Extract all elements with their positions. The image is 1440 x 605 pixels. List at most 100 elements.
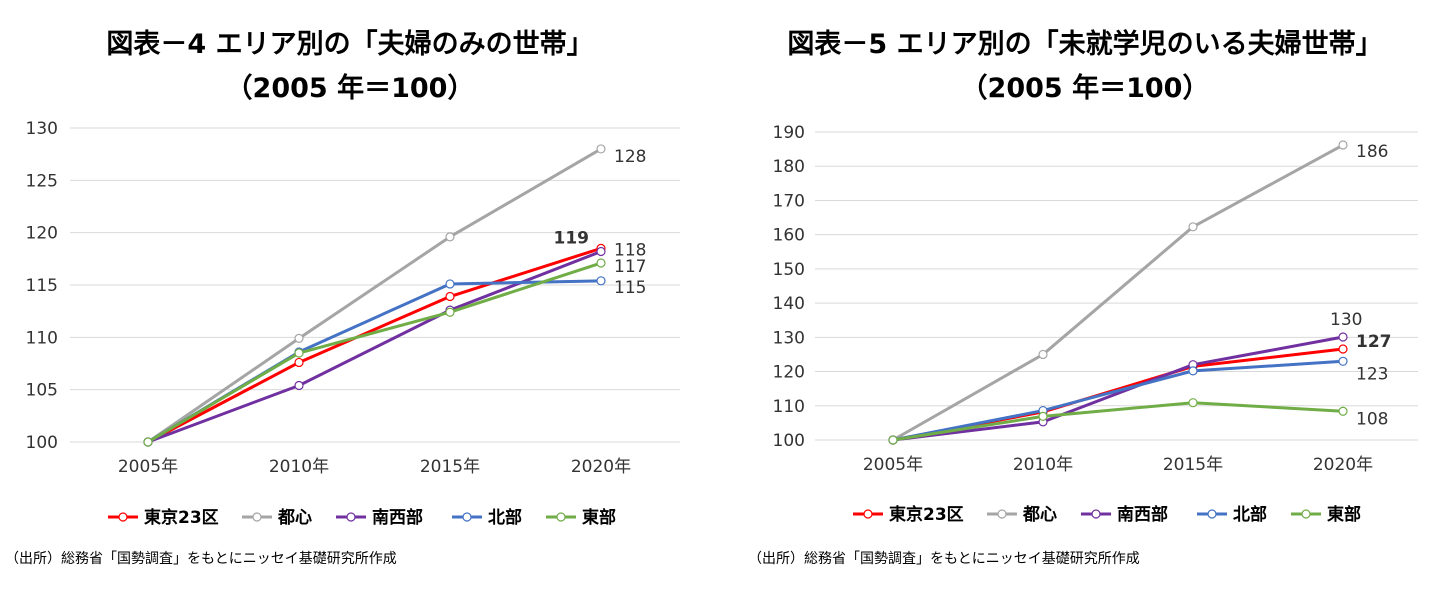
series-line [147,246,602,444]
chart-1: 図表－4 エリア別の「夫婦のみの世帯」 （2005 年＝100） 1001051… [5,28,680,567]
chart-1-title-line1: 図表－4 エリア別の「夫婦のみの世帯」 [106,28,593,60]
data-point [596,144,606,154]
legend-marker [1207,509,1217,519]
y-tick-label: 130 [26,119,58,139]
chart-2-y-ticks: 100 110 120 130 140 150 160 170 180 190 [773,123,805,451]
legend-label: 東部 [1327,504,1361,525]
data-point [294,357,304,368]
data-point [1338,356,1348,366]
legend-label: 北部 [488,507,522,528]
data-point [596,246,606,257]
y-tick-label: 100 [26,433,58,453]
data-point [596,258,606,268]
chart-2-title-line2: （2005 年＝100） [961,72,1210,104]
y-tick-label: 125 [26,171,58,191]
series-line [892,401,1344,442]
data-point [1038,411,1048,421]
series-line [147,250,602,444]
legend-marker [252,512,262,522]
legend-label: 東京23区 [144,507,219,528]
chart-1-legend: 東京23区 都心 南西部 北部 東部 [108,507,616,528]
end-data-label: 108 [1356,409,1388,429]
data-point [445,232,455,242]
end-data-label: 117 [614,257,646,277]
data-point [596,276,606,286]
y-tick-label: 160 [773,226,805,246]
data-point [1338,332,1348,342]
y-tick-label: 190 [773,123,805,143]
y-tick-label: 170 [773,191,805,211]
legend-label: 北部 [1233,504,1267,525]
legend-label: 南西部 [1117,504,1168,525]
y-tick-label: 100 [773,431,805,451]
y-tick-label: 115 [26,276,58,296]
chart-1-x-ticks: 2005年 2010年 2015年 2020年 [118,457,631,477]
x-tick-label: 2005年 [863,455,923,475]
chart-1-gridlines [70,127,680,443]
legend-label: 南西部 [372,507,423,528]
chart-2-source: （出所）総務省「国勢調査」をもとにニッセイ基礎研究所作成 [748,550,1140,567]
legend-marker [863,509,873,519]
data-point [1188,398,1198,408]
end-data-label: 119 [554,228,590,248]
data-point [1338,344,1348,354]
chart-2-end-labels: 127 186 130 123 108 [1330,142,1392,429]
legend-label: 都心 [277,507,312,528]
data-point [445,279,455,289]
chart-2-legend: 東京23区 都心 南西部 北部 東部 [853,504,1361,525]
data-point [445,291,455,302]
x-tick-label: 2005年 [118,457,178,477]
end-data-label: 127 [1356,332,1392,352]
legend-marker [462,512,472,522]
data-point [294,348,304,358]
data-point [888,435,898,445]
chart-2-series [888,140,1348,445]
data-point [1338,406,1348,416]
series-line [892,143,1344,442]
legend-label: 都心 [1022,504,1057,525]
data-point [294,380,304,391]
end-data-label: 118 [614,241,646,261]
series-line [147,261,602,444]
chart-2-title-line1: 図表－5 エリア別の「未就学児のいる夫婦世帯」 [787,28,1382,60]
data-point [294,333,304,343]
data-point [1188,366,1198,376]
x-tick-label: 2020年 [1313,455,1373,475]
end-data-label: 115 [614,278,646,298]
y-tick-label: 150 [773,260,805,280]
legend-label: 東京23区 [889,504,964,525]
data-point [1338,140,1348,150]
chart-1-y-ticks: 100 105 110 115 120 125 130 [26,119,58,453]
y-tick-label: 120 [26,224,58,244]
data-point [1188,222,1198,232]
y-tick-label: 180 [773,157,805,177]
chart-1-series [143,144,606,447]
x-tick-label: 2015年 [1163,455,1223,475]
legend-marker [346,512,356,522]
legend-label: 東部 [582,507,616,528]
data-point [445,307,455,317]
chart-2-gridlines [815,131,1418,441]
legend-marker [556,512,566,522]
data-point [1038,349,1048,360]
legend-marker [997,509,1007,519]
y-tick-label: 120 [773,363,805,383]
series-line [147,147,602,444]
series-line [892,359,1344,442]
chart-2-x-ticks: 2005年 2010年 2015年 2020年 [863,455,1373,475]
legend-marker [1091,509,1101,519]
y-tick-label: 110 [26,328,58,348]
y-tick-label: 140 [773,294,805,314]
x-tick-label: 2010年 [1013,455,1073,475]
y-tick-label: 110 [773,397,805,417]
end-data-label: 130 [1330,310,1362,330]
end-data-label: 123 [1356,364,1388,384]
x-tick-label: 2015年 [420,457,480,477]
series-line [892,335,1344,442]
chart-1-source: （出所）総務省「国勢調査」をもとにニッセイ基礎研究所作成 [5,550,397,567]
y-tick-label: 130 [773,328,805,348]
y-tick-label: 105 [26,381,58,401]
legend-marker [1301,509,1311,519]
